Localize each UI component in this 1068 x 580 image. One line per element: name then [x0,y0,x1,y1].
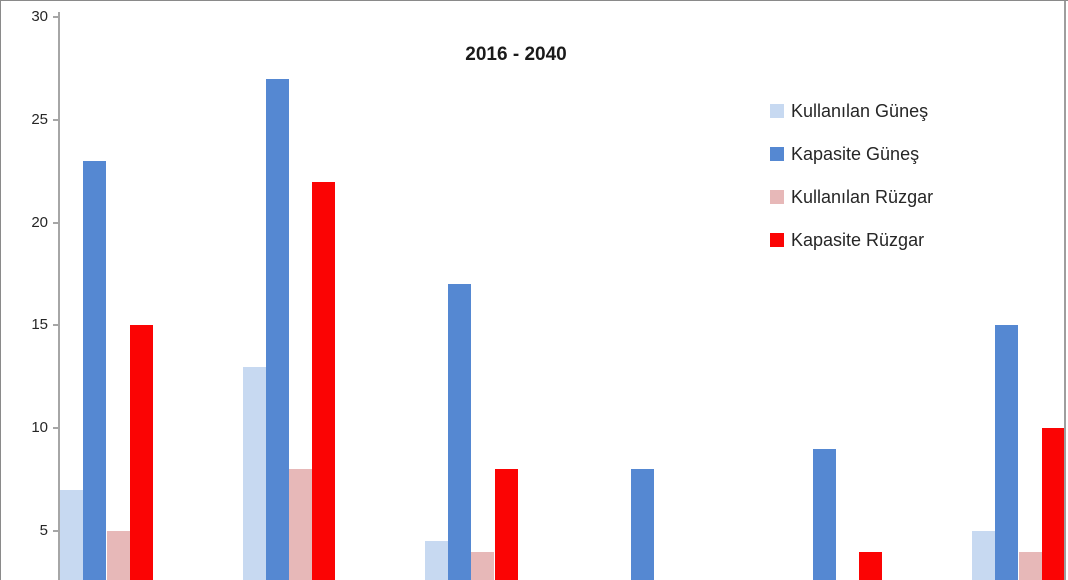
legend-swatch-icon [770,190,784,204]
y-tick-label: 20 [31,213,48,231]
bar-2-group-6 [995,325,1019,580]
bar-1-group-6 [972,530,996,580]
legend-swatch-icon [770,233,784,247]
bar-3-group-2 [288,469,313,580]
y-tick-label: 10 [31,419,48,437]
bar-4-group-5 [859,551,883,580]
legend-label: Kullanılan Güneş [791,101,929,121]
bar-4-group-3 [494,469,518,580]
bar-2-group-4 [630,469,654,580]
bar-1-group-1 [60,489,84,580]
bar-3-group-3 [471,551,495,580]
y-tick-mark [53,427,60,430]
bar-4-group-1 [129,325,153,580]
legend-item: Kapasite Güneş [770,144,919,164]
plot-right-border [1064,1,1066,580]
y-axis-line [58,12,60,580]
legend-item: Kullanılan Rüzgar [770,187,933,207]
legend-item: Kapasite Rüzgar [770,230,924,250]
bar-4-group-2 [312,181,336,580]
legend-swatch-icon [770,147,784,161]
bar-4-group-6 [1041,428,1065,580]
bar-2-group-3 [448,284,472,580]
y-tick-label: 30 [31,8,48,26]
legend-label: Kullanılan Rüzgar [791,187,934,207]
y-tick-mark [53,529,60,532]
y-tick-label: 15 [31,316,48,334]
bar-3-group-1 [106,530,130,580]
bar-2-group-5 [812,448,837,580]
chart-title: 2016 - 2040 [465,44,567,65]
legend-label: Kapasite Güneş [791,144,920,164]
legend-swatch-icon [770,104,784,118]
y-tick-label: 5 [39,521,48,539]
legend-item: Kullanılan Güneş [770,101,928,121]
y-tick-mark [53,324,60,327]
bar-2-group-1 [83,161,107,580]
bar-1-group-3 [424,541,449,580]
bar-1-group-2 [242,366,266,580]
y-tick-mark [53,221,60,224]
bar-2-group-2 [265,78,289,580]
legend-label: Kapasite Rüzgar [791,230,925,250]
y-tick-mark [53,118,60,121]
y-tick-label: 25 [31,110,48,128]
bar-3-group-6 [1018,551,1042,580]
y-tick-mark [53,16,60,19]
